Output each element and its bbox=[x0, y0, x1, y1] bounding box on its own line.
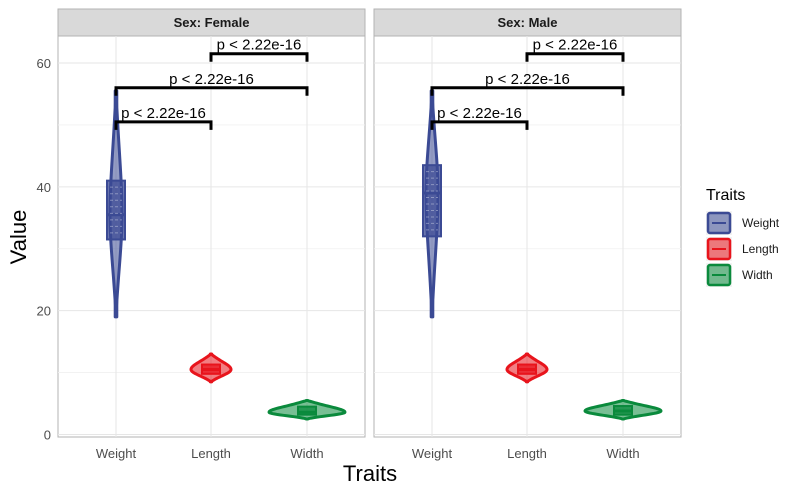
legend-title: Traits bbox=[706, 187, 745, 204]
facet-strip bbox=[373, 8, 682, 37]
legend-item-length: Length bbox=[706, 237, 779, 261]
bracket-line bbox=[209, 52, 309, 62]
y-tick-label: 20 bbox=[37, 304, 51, 319]
y-tick-label: 0 bbox=[44, 428, 51, 443]
legend-label: Width bbox=[742, 268, 773, 282]
significance-bracket: p < 2.22e-16 bbox=[209, 37, 309, 62]
box-iqr bbox=[422, 164, 442, 238]
bracket-line bbox=[430, 120, 529, 130]
facet-strip bbox=[57, 8, 366, 37]
significance-bracket: p < 2.22e-16 bbox=[430, 71, 625, 96]
x-tick-label: Weight bbox=[96, 446, 137, 461]
facet-panel-sex-female: Sex: Female p < 2.22e-16 p < 2.22e-16 p < 2… bbox=[57, 8, 366, 461]
legend-label: Weight bbox=[742, 216, 780, 230]
p-value-label: p < 2.22e-16 bbox=[121, 105, 206, 122]
x-axis-title: Traits bbox=[343, 461, 397, 486]
x-tick-label: Width bbox=[606, 446, 639, 461]
facet-strip-label: Sex: Female bbox=[174, 15, 250, 30]
y-axis-ticks: 0 20 40 60 bbox=[37, 56, 51, 443]
legend-item-width: Width bbox=[706, 263, 773, 287]
box-iqr bbox=[297, 405, 317, 416]
y-axis-title: Value bbox=[6, 210, 31, 265]
x-tick-label: Length bbox=[191, 446, 231, 461]
violin-width bbox=[267, 398, 347, 421]
facet-strip-label: Sex: Male bbox=[498, 15, 558, 30]
p-value-label: p < 2.22e-16 bbox=[437, 105, 522, 122]
p-value-label: p < 2.22e-16 bbox=[533, 37, 618, 54]
violin-weight bbox=[106, 89, 126, 319]
significance-bracket: p < 2.22e-16 bbox=[430, 105, 529, 130]
bracket-line bbox=[114, 120, 213, 130]
p-value-label: p < 2.22e-16 bbox=[485, 71, 570, 88]
facet-panel-sex-male: Sex: Male p < 2.22e-16 p < 2.22e-16 p < 2.2… bbox=[373, 8, 682, 461]
box-iqr bbox=[106, 179, 126, 241]
violin-length bbox=[189, 352, 233, 384]
legend-item-weight: Weight bbox=[706, 211, 780, 235]
violin-width bbox=[583, 398, 663, 421]
p-value-label: p < 2.22e-16 bbox=[217, 37, 302, 54]
violin-length bbox=[505, 352, 549, 384]
bracket-line bbox=[525, 52, 625, 62]
x-tick-label: Length bbox=[507, 446, 547, 461]
significance-bracket: p < 2.22e-16 bbox=[114, 105, 213, 130]
x-tick-label: Width bbox=[290, 446, 323, 461]
bracket-line bbox=[430, 86, 625, 96]
facet-panels: Sex: Female p < 2.22e-16 p < 2.22e-16 p < 2… bbox=[57, 8, 682, 461]
significance-bracket: p < 2.22e-16 bbox=[114, 71, 309, 96]
bracket-line bbox=[114, 86, 309, 96]
p-value-label: p < 2.22e-16 bbox=[169, 71, 254, 88]
significance-bracket: p < 2.22e-16 bbox=[525, 37, 625, 62]
y-tick-label: 60 bbox=[37, 56, 51, 71]
x-tick-label: Weight bbox=[412, 446, 453, 461]
legend: Traits Weight Length Width bbox=[706, 187, 780, 287]
legend-label: Length bbox=[742, 242, 779, 256]
y-tick-label: 40 bbox=[37, 180, 51, 195]
